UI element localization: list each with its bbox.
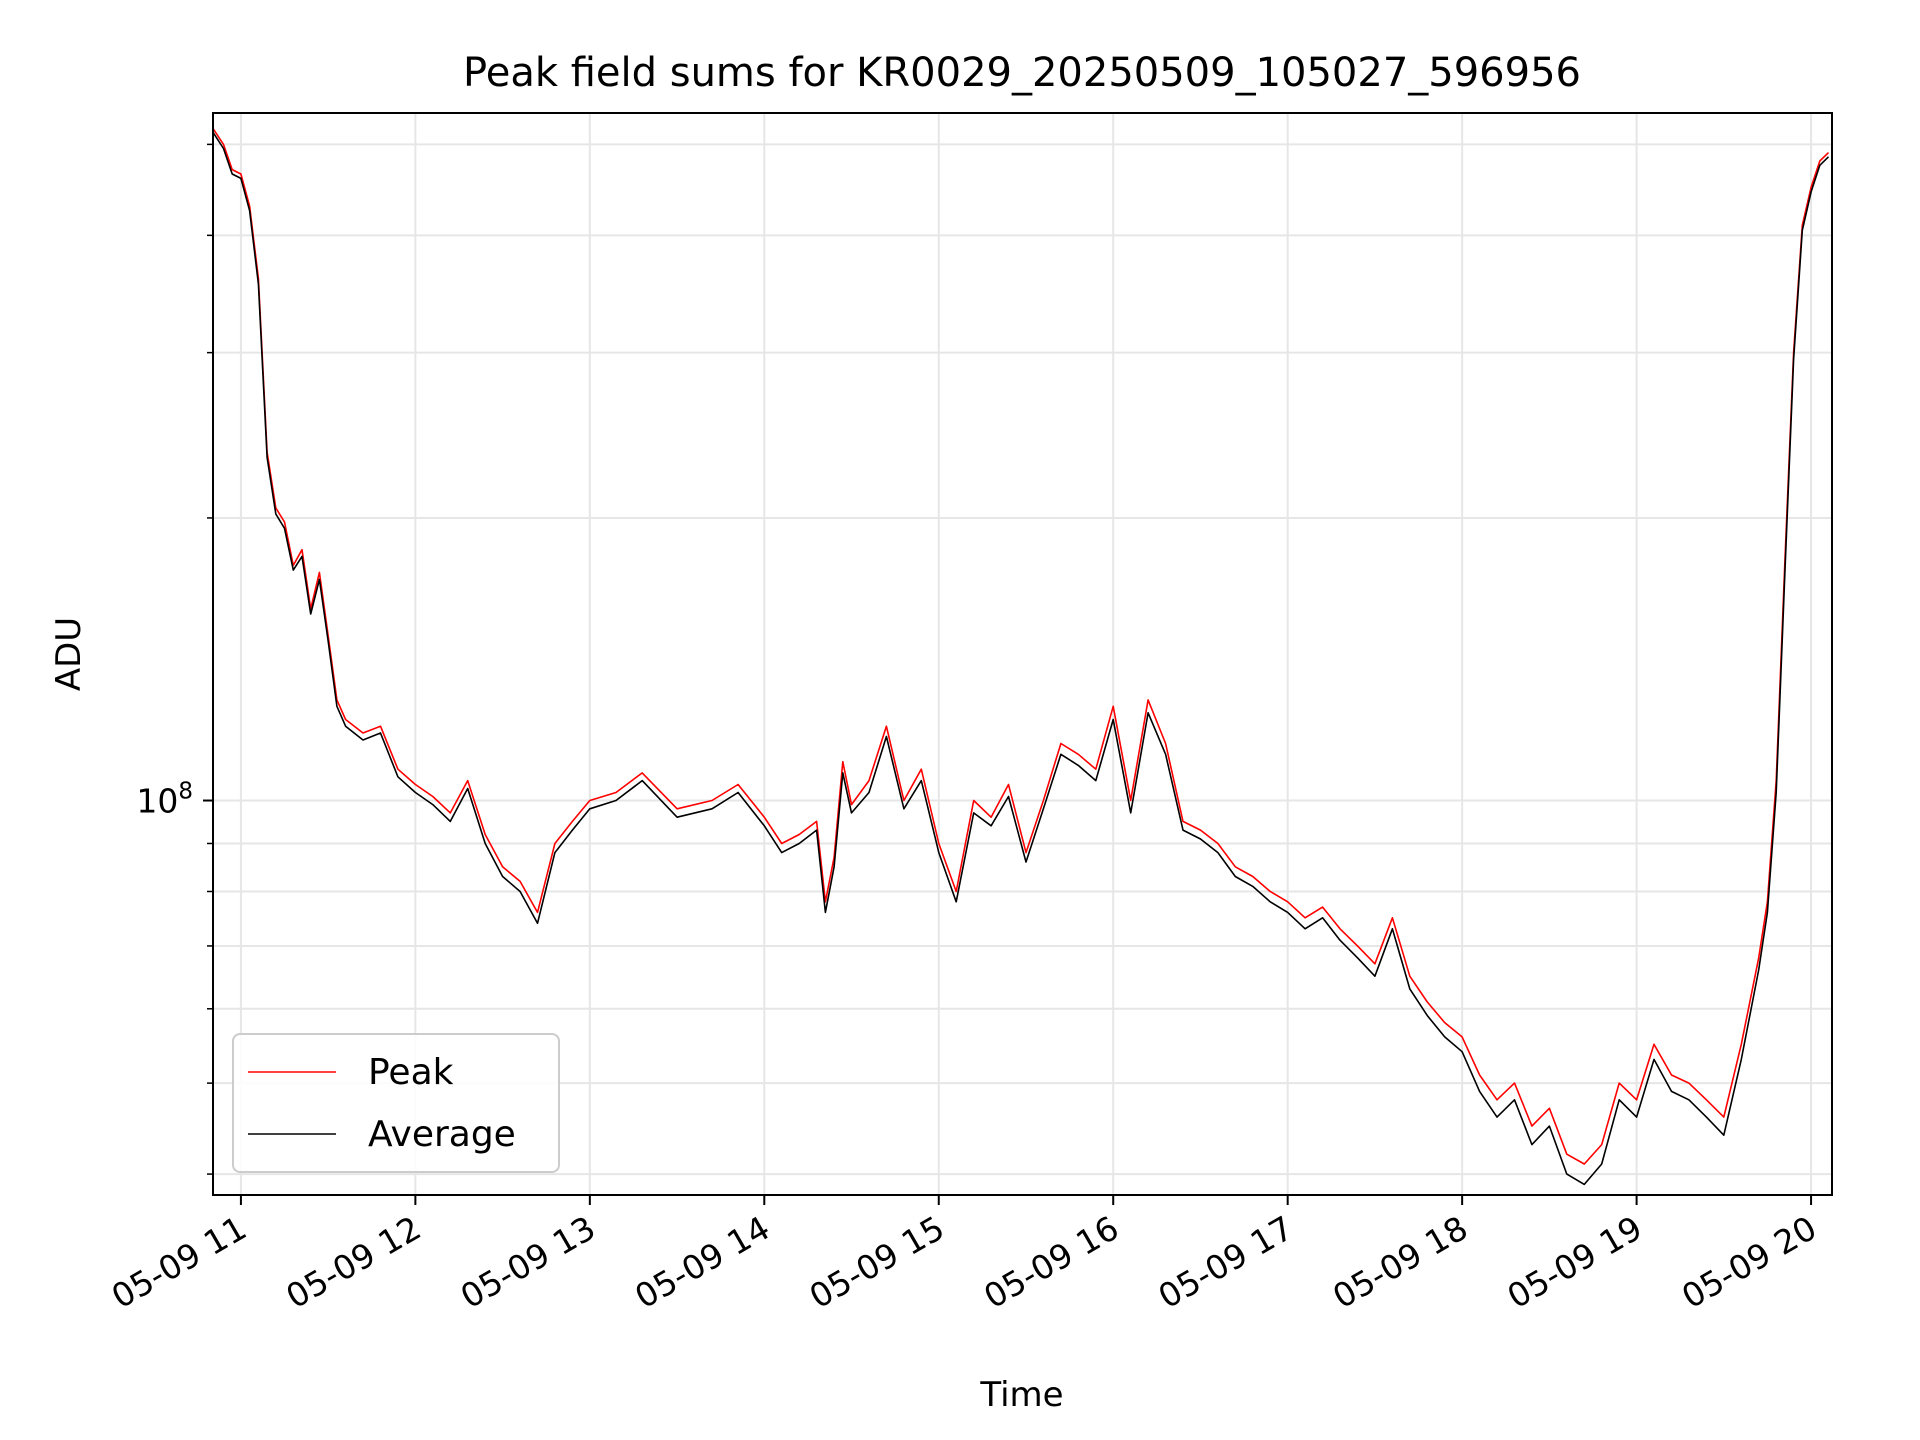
series-line-average [212, 131, 1830, 1186]
y-axis-ticks: 108 [136, 143, 213, 1175]
plot-frame [212, 112, 1833, 1196]
series-line-peak [212, 127, 1830, 1165]
x-axis-label: Time [979, 1375, 1063, 1415]
y-axis-label: ADU [49, 617, 89, 691]
grid [213, 113, 1832, 1195]
plot-lines [212, 127, 1830, 1186]
chart-title: Peak field sums for KR0029_20250509_1050… [463, 50, 1581, 96]
legend-label-average: Average [368, 1114, 516, 1155]
y-tick-label: 108 [136, 779, 193, 821]
legend: Peak Average [232, 1033, 560, 1173]
legend-label-peak: Peak [368, 1052, 454, 1093]
legend-box [232, 1033, 560, 1173]
